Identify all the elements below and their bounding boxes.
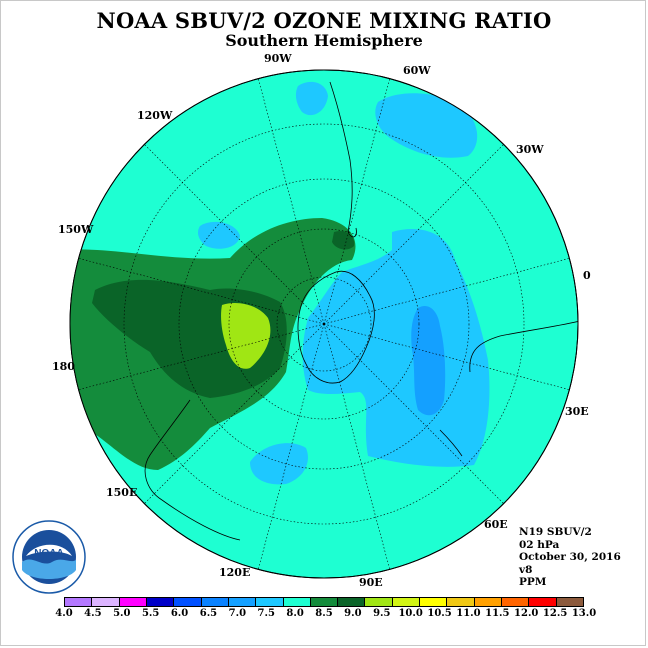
colorbar-swatch — [447, 598, 475, 606]
page-title: NOAA SBUV/2 OZONE MIXING RATIO — [96, 8, 552, 33]
lon-label-0: 0 — [583, 269, 591, 282]
info-version: v8 — [519, 563, 533, 576]
colorbar-tick-label: 4.5 — [84, 608, 102, 619]
noaa-logo-icon: NOAA — [12, 520, 86, 594]
lon-label-90e: 90E — [359, 576, 383, 589]
colorbar — [64, 597, 584, 607]
meridian-line — [139, 323, 325, 509]
noaa-logo-text: NOAA — [34, 548, 63, 559]
colorbar-tick-label: 8.5 — [315, 608, 333, 619]
colorbar-swatch — [502, 598, 530, 606]
meridian-lines — [72, 72, 576, 576]
south-america-outline — [329, 81, 357, 238]
meridian-line — [323, 323, 576, 392]
lon-label-150w: 150W — [58, 223, 94, 236]
meridian-line — [323, 72, 392, 325]
colorbar-swatch — [392, 598, 421, 606]
lon-label-90w: 90W — [264, 52, 292, 65]
meridian-line — [72, 323, 325, 392]
meridian-line — [323, 139, 509, 325]
colorbar-tick-label: 4.0 — [55, 608, 73, 619]
lon-label-30w: 30W — [516, 143, 544, 156]
colorbar-swatch — [338, 598, 366, 606]
colorbar-tick-label: 5.5 — [141, 608, 160, 619]
colorbar-tick-label: 9.5 — [373, 608, 391, 619]
colorbar-tick-label: 10.5 — [427, 608, 452, 619]
colorbar-tick-label: 7.5 — [257, 608, 275, 619]
colorbar-swatch — [201, 598, 229, 606]
colorbar-swatch — [283, 598, 311, 606]
contour-7-0-patch-south — [250, 443, 308, 485]
colorbar-tick-label: 5.0 — [113, 608, 131, 619]
lon-label-180: 180 — [52, 360, 75, 373]
colorbar-tick-label: 12.0 — [514, 608, 539, 619]
australia-outline — [144, 399, 241, 541]
contour-9-0-region — [221, 302, 271, 369]
page-subtitle: Southern Hemisphere — [225, 31, 423, 50]
antarctica-outline — [297, 270, 375, 384]
contour-8-5-patch — [332, 230, 355, 250]
colorbar-swatch — [92, 598, 120, 606]
contour-7-0-patch-west — [198, 221, 240, 249]
colorbar-swatch — [256, 598, 284, 606]
colorbar-tick-label: 11.5 — [485, 608, 510, 619]
info-satellite: N19 SBUV/2 — [519, 526, 592, 538]
colorbar-tick-label: 11.0 — [456, 608, 481, 619]
meridian-line — [323, 323, 509, 509]
coastlines — [144, 81, 578, 541]
colorbar-tick-label: 9.0 — [344, 608, 362, 619]
info-units: PPM — [519, 576, 547, 588]
meridian-line — [323, 323, 392, 576]
meridian-line — [323, 256, 576, 325]
colorbar-tick-label: 8.0 — [286, 608, 304, 619]
colorbar-swatch — [174, 598, 202, 606]
contour-6-5-core — [411, 306, 446, 416]
colorbar-swatch — [420, 598, 448, 606]
colorbar-swatch — [228, 598, 257, 606]
lon-label-120e: 120E — [219, 566, 251, 579]
colorbar-tick-label: 6.0 — [170, 608, 189, 619]
meridian-line — [256, 72, 325, 325]
info-block: N19 SBUV/2 02 hPa October 30, 2016 v8 PP… — [519, 526, 621, 589]
lon-label-30e: 30E — [565, 405, 589, 418]
africa-outline — [469, 319, 578, 373]
info-level: 02 hPa — [519, 538, 560, 551]
colorbar-swatch — [474, 598, 502, 606]
new-zealand-outline — [439, 429, 463, 457]
lon-label-120w: 120W — [137, 109, 173, 122]
contour-7-0-patch-north — [295, 81, 328, 116]
colorbar-tick-label: 12.5 — [542, 608, 568, 619]
meridian-line — [256, 323, 325, 576]
colorbar-swatch — [310, 598, 339, 606]
colorbar-ticks: 4.0 4.5 5.0 5.5 6.0 6.5 7.0 7.5 8.0 8.5 9.0 9.5 10.0… — [44, 608, 604, 622]
colorbar-swatch — [529, 598, 557, 606]
meridian-line — [139, 139, 325, 325]
info-date: October 30, 2016 — [519, 551, 621, 563]
lon-label-60e: 60E — [484, 518, 508, 531]
colorbar-swatch — [365, 598, 393, 606]
colorbar-swatch — [556, 598, 583, 606]
meridian-line — [72, 256, 325, 325]
colorbar-swatch — [146, 598, 175, 606]
colorbar-tick-label: 6.5 — [199, 608, 218, 619]
colorbar-swatch — [65, 598, 93, 606]
lon-label-150e: 150E — [106, 486, 138, 499]
colorbar-tick-label: 13.0 — [571, 608, 597, 619]
colorbar-tick-label: 10.0 — [398, 608, 423, 619]
latitude-circles — [123, 123, 525, 525]
lon-label-60w: 60W — [403, 64, 431, 77]
contour-7-0-patch-top — [375, 93, 478, 158]
colorbar-swatch — [119, 598, 147, 606]
colorbar-tick-label: 7.0 — [228, 608, 247, 619]
